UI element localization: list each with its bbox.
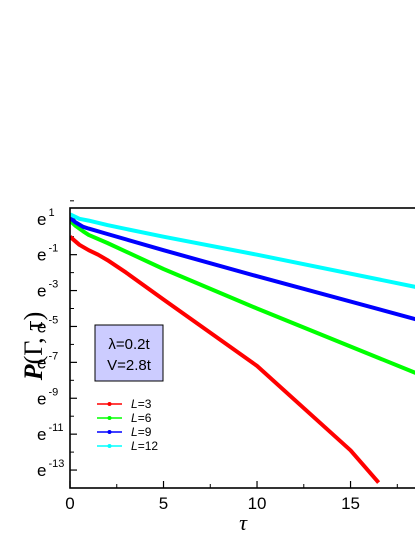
- y-tick-label-e-1: e -1: [37, 243, 58, 265]
- plot-frame: [69, 207, 415, 489]
- y-axis-label-p: P: [19, 363, 48, 381]
- x-tick-label-10: 10: [248, 494, 267, 513]
- y-tick-label-e-9: e -9: [37, 386, 58, 408]
- series-line-L-6: [70, 219, 415, 375]
- y-tick-label-e-5: e -5: [37, 314, 58, 336]
- parameter-box: [94, 324, 164, 382]
- legend-label-L-12: L=12: [131, 439, 158, 453]
- legend-label-L-6: L=6: [131, 411, 152, 425]
- parameter-v: V=2.8t: [107, 357, 152, 374]
- series-line-L-3: [70, 235, 381, 484]
- parameter-lambda: λ=0.2t: [108, 336, 150, 353]
- y-tick-label-e-13: e -13: [37, 458, 64, 480]
- x-tick-label-0: 0: [65, 494, 74, 513]
- series-line-L-9: [70, 216, 415, 322]
- x-tick-label-5: 5: [159, 494, 168, 513]
- legend-label-L-3: L=3: [131, 397, 152, 411]
- tick-labels: 0 5 10 15 e 1 e -1 e -3 e -5 e -7 e -9 e -11 e -13: [37, 207, 360, 513]
- legend-label-L-9: L=9: [131, 425, 152, 439]
- y-axis-label: P(Γ, τ): [19, 312, 48, 382]
- x-axis-label: τ: [239, 510, 248, 535]
- y-tick-label-e-11: e -11: [37, 422, 64, 444]
- y-tick-label-e-7: e -7: [37, 350, 58, 372]
- legend-marker-L-12: [107, 444, 112, 448]
- y-tick-label-e-3: e -3: [37, 279, 58, 301]
- legend-marker-L-6: [107, 416, 112, 420]
- y-axis-label-args: (Γ, τ): [19, 312, 48, 365]
- x-tick-label-15: 15: [341, 494, 360, 513]
- legend-marker-L-3: [107, 402, 112, 406]
- legend: L=3L=6L=9L=12: [97, 397, 158, 453]
- legend-marker-L-9: [107, 430, 112, 434]
- series-line-L-12: [70, 212, 415, 289]
- series-layer: [70, 212, 415, 484]
